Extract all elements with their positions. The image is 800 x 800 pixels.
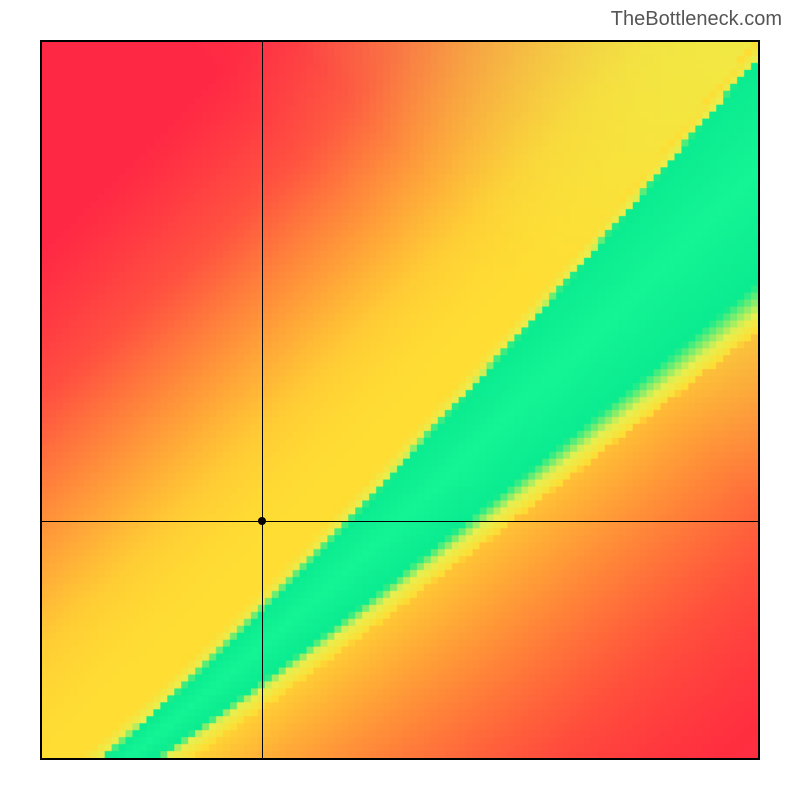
- crosshair-vertical: [262, 42, 263, 758]
- marker-dot: [258, 517, 266, 525]
- watermark-text: TheBottleneck.com: [611, 8, 782, 31]
- chart-plot-area: [40, 40, 760, 760]
- crosshair-horizontal: [42, 521, 758, 522]
- heatmap-canvas: [42, 42, 758, 758]
